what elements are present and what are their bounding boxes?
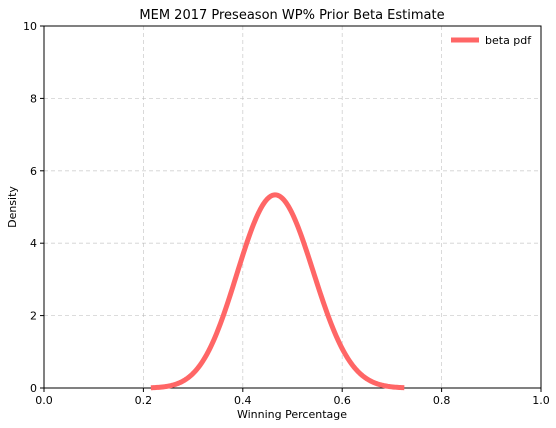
- x-tick-label: 1.0: [532, 394, 550, 407]
- y-tick-label: 6: [30, 165, 37, 178]
- y-tick-label: 4: [30, 237, 37, 250]
- x-tick-label: 0.0: [35, 394, 53, 407]
- y-axis-label: Density: [6, 186, 19, 228]
- y-tick-label: 10: [23, 20, 37, 33]
- y-axis-ticks: 0 2 4 6 8 10: [23, 20, 44, 395]
- legend: beta pdf: [451, 34, 532, 47]
- x-axis-label: Winning Percentage: [237, 408, 347, 421]
- y-tick-label: 8: [30, 92, 37, 105]
- x-tick-label: 0.4: [234, 394, 252, 407]
- x-tick-label: 0.2: [135, 394, 153, 407]
- chart-title: MEM 2017 Preseason WP% Prior Beta Estima…: [139, 8, 444, 23]
- x-tick-label: 0.8: [433, 394, 451, 407]
- grid-lines: [44, 26, 541, 388]
- plot-area-frame: [43, 25, 542, 389]
- beta-pdf-line: [149, 192, 406, 391]
- legend-label: beta pdf: [485, 34, 532, 47]
- y-tick-label: 0: [30, 382, 37, 395]
- x-axis-ticks: 0.0 0.2 0.4 0.6 0.8 1.0: [35, 388, 550, 407]
- x-tick-label: 0.6: [333, 394, 351, 407]
- y-tick-label: 2: [30, 310, 37, 323]
